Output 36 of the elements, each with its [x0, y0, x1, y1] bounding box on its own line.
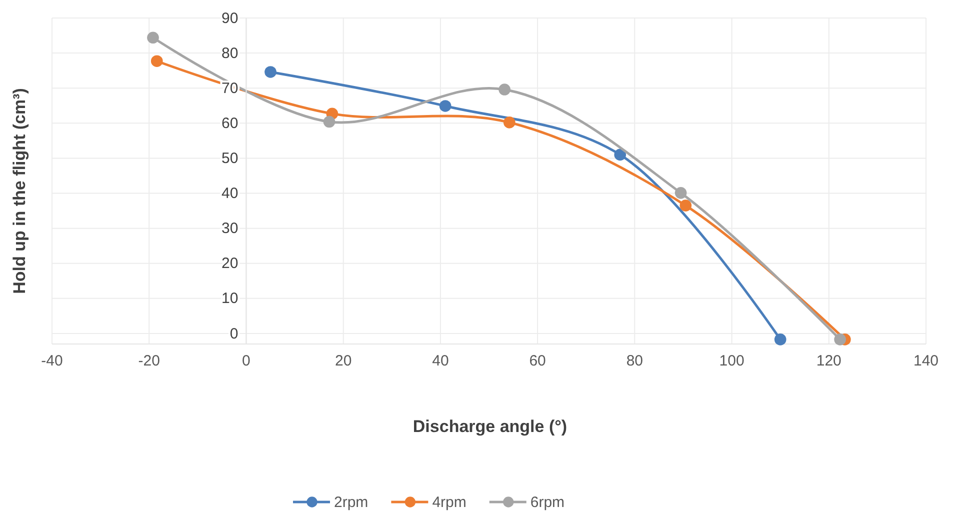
- point: [680, 200, 692, 212]
- y-tick-label: 30: [222, 220, 238, 238]
- y-axis-title: Hold up in the flight (cm³): [10, 88, 29, 294]
- point: [498, 84, 510, 96]
- y-tick-label: 10: [222, 290, 238, 308]
- point: [834, 334, 846, 346]
- x-tick-label: 20: [334, 352, 352, 370]
- y-tick-label: 40: [222, 185, 238, 202]
- y-tick-label: 20: [222, 255, 238, 272]
- point: [323, 116, 336, 128]
- legend-label: 6rpm: [530, 494, 565, 511]
- x-tick-label: 40: [432, 352, 449, 370]
- x-tick-label: -40: [41, 352, 63, 370]
- point: [614, 148, 626, 161]
- x-tick-label: 120: [816, 352, 842, 370]
- x-axis-title: Discharge angle (°): [412, 417, 568, 436]
- legend-label: 2rpm: [334, 494, 368, 511]
- x-tick-label: -20: [138, 352, 160, 370]
- point: [150, 55, 163, 68]
- point: [147, 32, 159, 44]
- point: [503, 116, 516, 128]
- x-tick-label: 0: [242, 352, 250, 370]
- point: [439, 100, 452, 112]
- y-tick-label: 0: [230, 325, 238, 342]
- x-tick-label: 140: [913, 352, 939, 370]
- y-tick-label: 50: [222, 150, 238, 168]
- point: [264, 66, 276, 78]
- y-tick-label: 80: [222, 44, 238, 62]
- y-tick-label: 60: [222, 114, 238, 132]
- x-tick-label: 80: [626, 352, 644, 370]
- point: [774, 334, 786, 346]
- x-tick-label: 100: [719, 352, 744, 370]
- x-tick-label: 60: [529, 352, 546, 370]
- y-tick-label: 90: [222, 10, 238, 27]
- legend-label: 4rpm: [432, 494, 466, 511]
- point: [674, 187, 687, 199]
